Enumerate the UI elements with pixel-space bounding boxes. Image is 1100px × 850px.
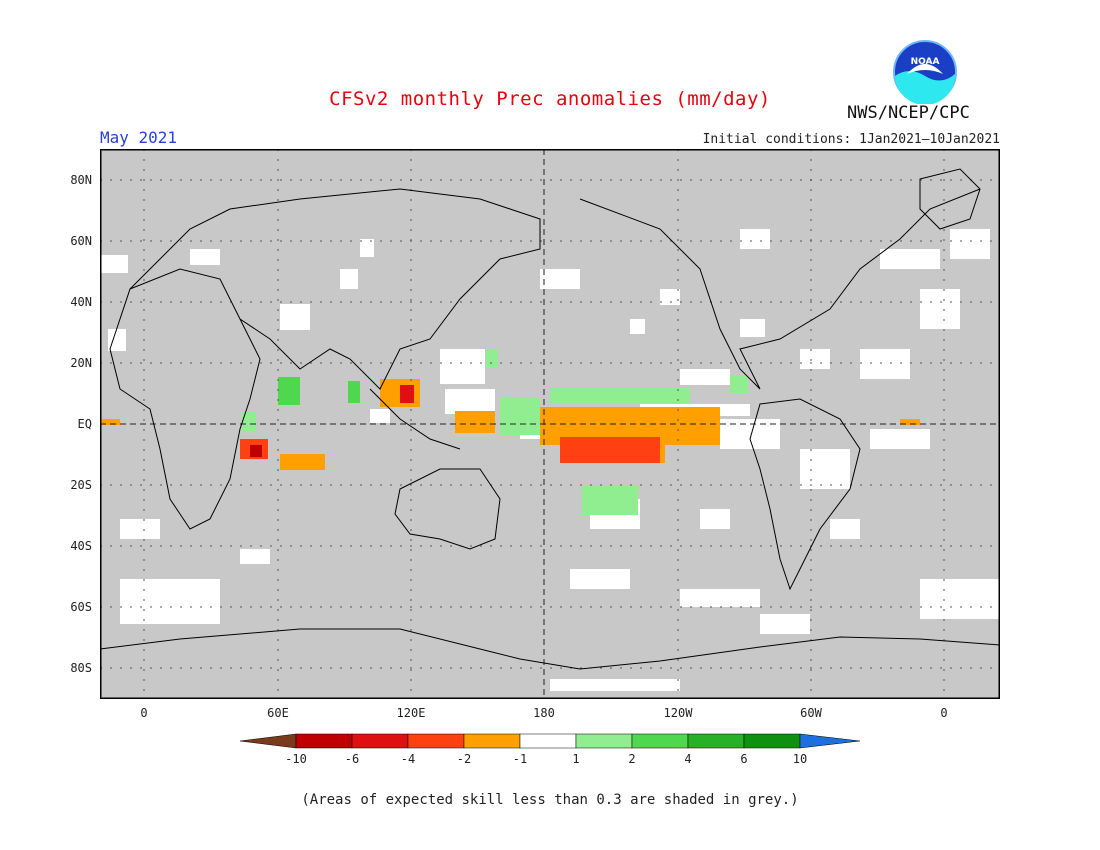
lat-label: 20N xyxy=(70,356,92,370)
colorbar-segment xyxy=(351,733,409,749)
colorbar-label: -6 xyxy=(344,752,360,766)
noaa-logo-text: NOAA xyxy=(911,57,940,67)
equator-dateline xyxy=(100,149,1000,699)
colorbar-label: 1 xyxy=(572,752,580,766)
map-title: CFSv2 monthly Prec anomalies (mm/day) xyxy=(329,88,771,110)
colorbar-segment xyxy=(743,733,801,749)
agency-label: NWS/NCEP/CPC xyxy=(847,103,970,123)
lon-label: 120W xyxy=(663,706,693,720)
colorbar-lower-arrow xyxy=(240,733,297,749)
lon-label: 0 xyxy=(940,706,948,720)
lat-label: 60S xyxy=(70,600,92,614)
colorbar-segment xyxy=(519,733,577,749)
colorbar-segment xyxy=(295,733,353,749)
initial-conditions: Initial conditions: 1Jan2021–10Jan2021 xyxy=(702,132,1000,147)
lon-label: 60W xyxy=(800,706,822,720)
lat-label: 20S xyxy=(70,478,92,492)
lat-label: 80N xyxy=(70,173,92,187)
grid-lines xyxy=(100,149,1000,699)
colorbar-segment xyxy=(575,733,633,749)
precipitation-map xyxy=(99,148,1001,700)
colorbar-upper-arrow xyxy=(799,733,860,749)
lat-label: 80S xyxy=(70,661,92,675)
lat-label: 40N xyxy=(70,295,92,309)
lat-label: EQ xyxy=(77,417,92,431)
noaa-logo: NOAA xyxy=(893,40,957,104)
colorbar-label: -1 xyxy=(512,752,528,766)
colorbar-segment xyxy=(631,733,689,749)
lat-label: 40S xyxy=(70,539,92,553)
map-frame xyxy=(99,148,1001,700)
colorbar-label: -10 xyxy=(285,752,307,766)
lon-label: 0 xyxy=(140,706,148,720)
lon-label: 60E xyxy=(267,706,289,720)
colorbar-label: -2 xyxy=(456,752,472,766)
forecast-period: May 2021 xyxy=(100,128,178,147)
lat-label: 60N xyxy=(70,234,92,248)
colorbar-segment xyxy=(687,733,745,749)
colorbar-label: 2 xyxy=(628,752,636,766)
colorbar-label: 6 xyxy=(740,752,748,766)
colorbar-label: 4 xyxy=(684,752,692,766)
colorbar-label: 10 xyxy=(792,752,808,766)
colorbar-segment xyxy=(407,733,465,749)
colorbar-label: -4 xyxy=(400,752,416,766)
colorbar-segment xyxy=(463,733,521,749)
coastlines xyxy=(99,168,1001,670)
wet-anomaly-areas xyxy=(242,349,748,515)
color-scale-bar xyxy=(240,733,860,749)
lon-label: 120E xyxy=(396,706,426,720)
skill-note: (Areas of expected skill less than 0.3 a… xyxy=(301,792,799,808)
lon-label: 180 xyxy=(533,706,555,720)
map-canvas xyxy=(99,148,1001,700)
dry-anomaly-areas xyxy=(100,379,920,470)
